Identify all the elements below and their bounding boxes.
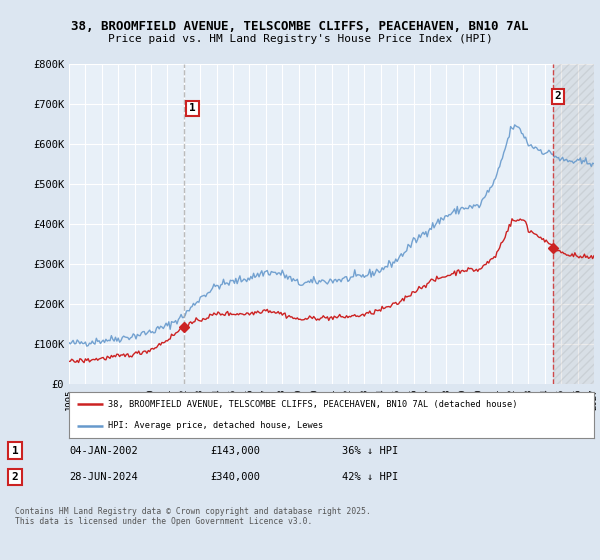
Bar: [553, 64, 594, 384]
Text: 2: 2: [554, 91, 562, 101]
Text: 1: 1: [189, 103, 196, 113]
Text: 2: 2: [11, 472, 19, 482]
Text: 38, BROOMFIELD AVENUE, TELSCOMBE CLIFFS, PEACEHAVEN, BN10 7AL: 38, BROOMFIELD AVENUE, TELSCOMBE CLIFFS,…: [71, 20, 529, 32]
Text: 38, BROOMFIELD AVENUE, TELSCOMBE CLIFFS, PEACEHAVEN, BN10 7AL (detached house): 38, BROOMFIELD AVENUE, TELSCOMBE CLIFFS,…: [109, 400, 518, 409]
Text: £340,000: £340,000: [210, 472, 260, 482]
Text: £143,000: £143,000: [210, 446, 260, 456]
Text: 04-JAN-2002: 04-JAN-2002: [69, 446, 138, 456]
Text: Price paid vs. HM Land Registry's House Price Index (HPI): Price paid vs. HM Land Registry's House …: [107, 34, 493, 44]
Text: 28-JUN-2024: 28-JUN-2024: [69, 472, 138, 482]
Text: 42% ↓ HPI: 42% ↓ HPI: [342, 472, 398, 482]
Text: 1: 1: [11, 446, 19, 456]
Text: 36% ↓ HPI: 36% ↓ HPI: [342, 446, 398, 456]
Text: Contains HM Land Registry data © Crown copyright and database right 2025.
This d: Contains HM Land Registry data © Crown c…: [15, 507, 371, 526]
Text: HPI: Average price, detached house, Lewes: HPI: Average price, detached house, Lewe…: [109, 421, 323, 430]
